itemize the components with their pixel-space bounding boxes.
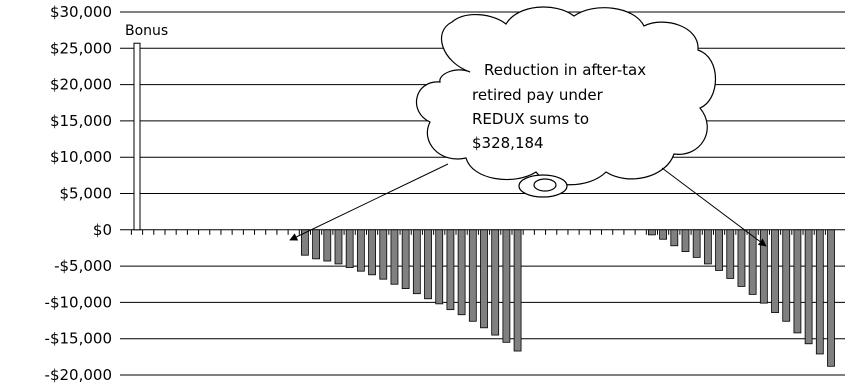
bonus-bar: [133, 42, 141, 231]
y-tick-label: $0: [93, 221, 112, 239]
bar: [323, 229, 332, 262]
bar: [424, 229, 432, 300]
bar: [401, 229, 410, 290]
bar: [356, 229, 365, 272]
annotation-arrow-left: [289, 163, 449, 241]
annotation-text-line: $328,184: [472, 134, 544, 152]
bars: [133, 42, 835, 367]
y-tick-label: $20,000: [50, 76, 112, 94]
y-tick-label: $25,000: [50, 39, 112, 57]
bar: [804, 229, 813, 345]
annotation-text-line: retired pay under: [472, 86, 604, 104]
cloud-bubble-small: [533, 178, 557, 192]
bar: [390, 229, 399, 285]
annotation-callout: Reduction in after-tax retired pay under R…: [289, 6, 767, 247]
bar: [379, 229, 388, 280]
bar: [815, 229, 824, 355]
y-tick-label: -$15,000: [45, 330, 112, 348]
bar: [748, 229, 757, 295]
annotation-text-line: Reduction in after-tax: [484, 61, 646, 79]
bar: [345, 229, 354, 268]
y-tick-label: -$5,000: [54, 257, 112, 275]
bar: [737, 229, 746, 287]
y-tick-label: -$10,000: [45, 293, 112, 311]
bar: [446, 229, 455, 311]
bar: [312, 229, 320, 260]
bar: [435, 229, 444, 305]
bar: [457, 229, 466, 316]
bar: [513, 229, 522, 352]
x-axis-tick-marks: [130, 229, 826, 235]
y-tick-label: $30,000: [50, 3, 112, 21]
bar: [491, 229, 500, 336]
y-axis-tick-labels: $30,000 $25,000 $20,000 $15,000 $10,000 $5,00…: [45, 3, 112, 384]
bar: [648, 229, 656, 236]
bar: [368, 229, 376, 276]
bar: [759, 229, 768, 304]
bar: [412, 229, 421, 295]
y-tick-label: -$20,000: [45, 366, 112, 384]
bar: [726, 229, 735, 279]
bonus-label: Bonus: [125, 23, 168, 39]
bar: [692, 229, 701, 258]
bar: [681, 229, 690, 252]
bar: [301, 229, 309, 256]
bar: [793, 229, 802, 334]
bar: [468, 229, 477, 322]
y-tick-label: $10,000: [50, 148, 112, 166]
annotation-arrow-right: [661, 167, 767, 247]
bar: [502, 229, 511, 343]
y-tick-label: $5,000: [60, 185, 113, 203]
bar: [715, 229, 723, 271]
bar: [334, 229, 343, 265]
annotation-text-line: REDUX sums to: [472, 110, 589, 128]
bar: [659, 229, 667, 240]
bar: [480, 229, 488, 329]
bar: [670, 229, 679, 247]
bar: [782, 229, 791, 322]
y-tick-label: $15,000: [50, 112, 112, 130]
bar: [827, 229, 835, 367]
annotation-cloud: [415, 6, 717, 186]
bar: [703, 229, 712, 265]
bar: [771, 229, 779, 313]
